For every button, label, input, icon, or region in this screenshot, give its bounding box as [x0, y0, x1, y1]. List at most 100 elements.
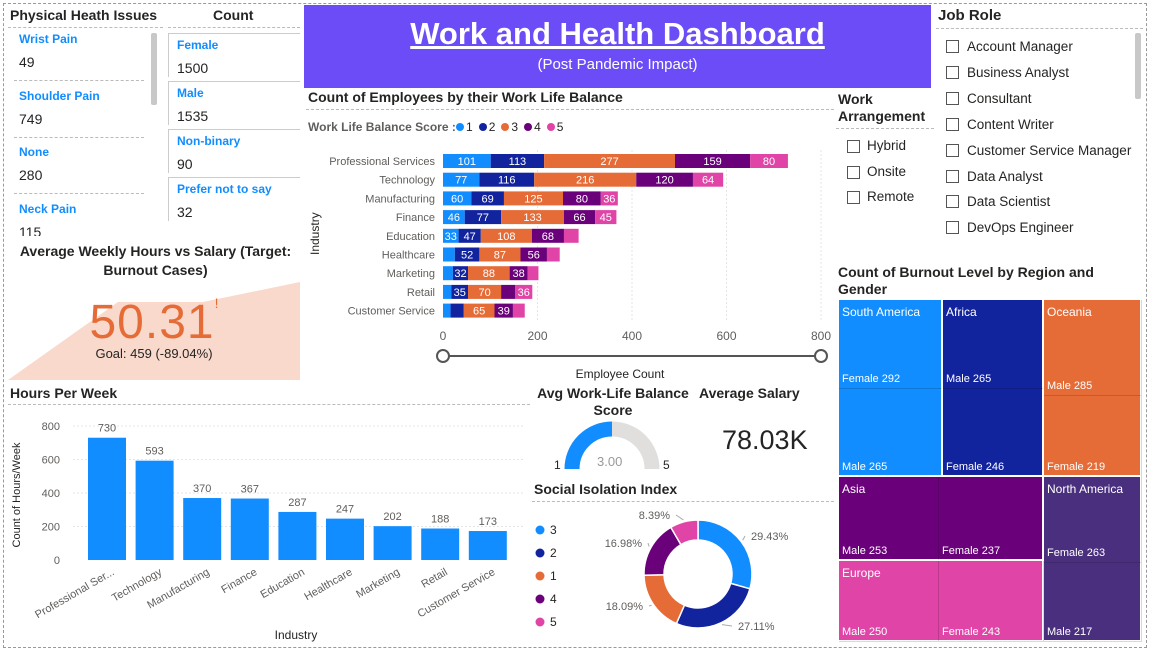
wlb-bar-segment[interactable]	[503, 191, 564, 206]
physical-item-label[interactable]: None	[19, 145, 49, 159]
checkbox[interactable]	[946, 195, 959, 209]
hours-bar[interactable]	[278, 511, 317, 560]
treemap-cell[interactable]: Female 263	[1044, 477, 1142, 563]
wlb-bar-segment[interactable]	[595, 210, 617, 225]
treemap-region[interactable]: Male 265 Female 246 Africa	[942, 299, 1044, 477]
wlb-bar-segment[interactable]	[464, 210, 502, 225]
wlb-bar-segment[interactable]	[501, 284, 516, 299]
wlb-bar-segment[interactable]	[454, 247, 480, 262]
treemap-cell[interactable]: Female 237	[939, 477, 1044, 561]
wlb-bar-segment[interactable]	[512, 303, 525, 318]
wlb-legend-item[interactable]: 3	[501, 120, 518, 134]
job-role-option[interactable]: Consultant	[967, 90, 1032, 106]
wlb-bar-segment[interactable]	[480, 228, 532, 243]
gauge-fill[interactable]	[564, 421, 613, 470]
checkbox[interactable]	[946, 221, 959, 235]
gender-item-label[interactable]: Non-binary	[177, 134, 241, 148]
checkbox[interactable]	[946, 143, 959, 157]
physical-item-label[interactable]: Wrist Pain	[19, 32, 78, 46]
checkbox[interactable]	[847, 165, 860, 179]
job-role-option[interactable]: Data Scientist	[967, 194, 1051, 210]
wlb-bar-segment[interactable]	[443, 284, 452, 299]
donut-legend-label[interactable]: 3	[550, 523, 557, 537]
job-role-option[interactable]: Content Writer	[967, 116, 1054, 132]
wlb-bar-segment[interactable]	[563, 191, 601, 206]
wlb-bar-segment[interactable]	[546, 247, 560, 262]
wlb-bar-segment[interactable]	[531, 228, 564, 243]
donut-legend-label[interactable]: 4	[550, 592, 557, 606]
wlb-bar-segment[interactable]	[479, 172, 535, 187]
wlb-legend-item[interactable]: 5	[546, 120, 563, 134]
donut-slice[interactable]	[697, 519, 753, 590]
wlb-bar-segment[interactable]	[750, 154, 788, 168]
wlb-bar-segment[interactable]	[443, 172, 480, 187]
job-role-option[interactable]: Data Analyst	[967, 168, 1043, 184]
wlb-bar-segment[interactable]	[443, 266, 453, 281]
wlb-bar-segment[interactable]	[534, 172, 637, 187]
hours-bar[interactable]	[230, 498, 269, 560]
treemap-region[interactable]: Female 263 Male 217 North America	[1043, 476, 1142, 642]
donut-legend-label[interactable]: 1	[550, 569, 557, 583]
hours-bar[interactable]	[88, 437, 126, 560]
wlb-bar-segment[interactable]	[509, 266, 528, 281]
job-role-scrollbar[interactable]	[1135, 33, 1141, 99]
physical-item-label[interactable]: Neck Pain	[19, 201, 77, 216]
donut-slice[interactable]	[669, 519, 699, 546]
wlb-bar-segment[interactable]	[527, 266, 539, 281]
slider-handle-right[interactable]	[814, 349, 828, 363]
donut-slice[interactable]	[643, 574, 686, 625]
gender-item-label[interactable]: Female	[177, 38, 219, 52]
gender-item-label[interactable]: Prefer not to say	[177, 182, 272, 196]
treemap-cell[interactable]: Male 217	[1044, 563, 1142, 642]
donut-legend-label[interactable]: 2	[550, 546, 557, 560]
treemap-cell[interactable]: Female 246	[943, 389, 1044, 477]
treemap-cell[interactable]: Male 265	[839, 389, 943, 477]
slider-handle-left[interactable]	[436, 349, 450, 363]
job-role-option[interactable]: Account Manager	[967, 39, 1073, 54]
physical-scrollbar[interactable]	[151, 33, 157, 105]
wlb-bar-segment[interactable]	[563, 228, 579, 243]
hours-bar[interactable]	[326, 518, 364, 560]
job-role-option[interactable]: Customer Service Manager	[967, 142, 1132, 158]
physical-item-label[interactable]: Shoulder Pain	[19, 88, 100, 103]
wlb-legend-item[interactable]: 2	[478, 120, 495, 134]
wlb-bar-segment[interactable]	[463, 303, 495, 318]
treemap-cell[interactable]: Female 219	[1044, 396, 1142, 477]
hours-bar[interactable]	[421, 528, 460, 560]
checkbox[interactable]	[847, 191, 860, 204]
checkbox[interactable]	[946, 65, 959, 79]
wlb-bar-segment[interactable]	[458, 228, 481, 243]
wlb-bar-segment[interactable]	[636, 172, 693, 187]
wlb-bar-segment[interactable]	[451, 284, 469, 299]
work-arrangement-option[interactable]: Remote	[867, 189, 915, 204]
wlb-bar-segment[interactable]	[490, 154, 545, 168]
wlb-bar-segment[interactable]	[443, 228, 459, 243]
treemap-region[interactable]: Male 253 Female 237 Asia	[838, 476, 1044, 561]
wlb-bar-segment[interactable]	[515, 284, 533, 299]
wlb-bar-segment[interactable]	[452, 266, 469, 281]
wlb-bar-segment[interactable]	[443, 154, 491, 168]
hours-bar[interactable]	[183, 498, 222, 560]
checkbox[interactable]	[946, 40, 959, 53]
job-role-option[interactable]: DevOps Engineer	[967, 220, 1074, 236]
hours-bar[interactable]	[373, 526, 412, 560]
hours-bar[interactable]	[135, 460, 174, 560]
wlb-bar-segment[interactable]	[450, 303, 464, 318]
checkbox[interactable]	[946, 91, 959, 105]
wlb-bar-segment[interactable]	[443, 303, 451, 318]
wlb-bar-segment[interactable]	[443, 247, 455, 262]
wlb-legend-item[interactable]: 1	[456, 120, 473, 134]
treemap-cell[interactable]: Male 285	[1044, 300, 1142, 396]
treemap-cell[interactable]: Female 243	[939, 561, 1044, 642]
wlb-bar-segment[interactable]	[501, 210, 564, 225]
treemap-region[interactable]: Male 285 Female 219 Oceania	[1043, 299, 1142, 477]
wlb-bar-segment[interactable]	[471, 191, 504, 206]
wlb-bar-segment[interactable]	[443, 191, 472, 206]
wlb-legend-item[interactable]: 4	[524, 120, 541, 134]
wlb-bar-segment[interactable]	[674, 154, 751, 168]
wlb-bar-segment[interactable]	[520, 247, 547, 262]
wlb-bar-segment[interactable]	[600, 191, 618, 206]
work-arrangement-option[interactable]: Onsite	[867, 163, 907, 179]
wlb-bar-segment[interactable]	[468, 284, 502, 299]
wlb-bar-segment[interactable]	[494, 303, 513, 318]
